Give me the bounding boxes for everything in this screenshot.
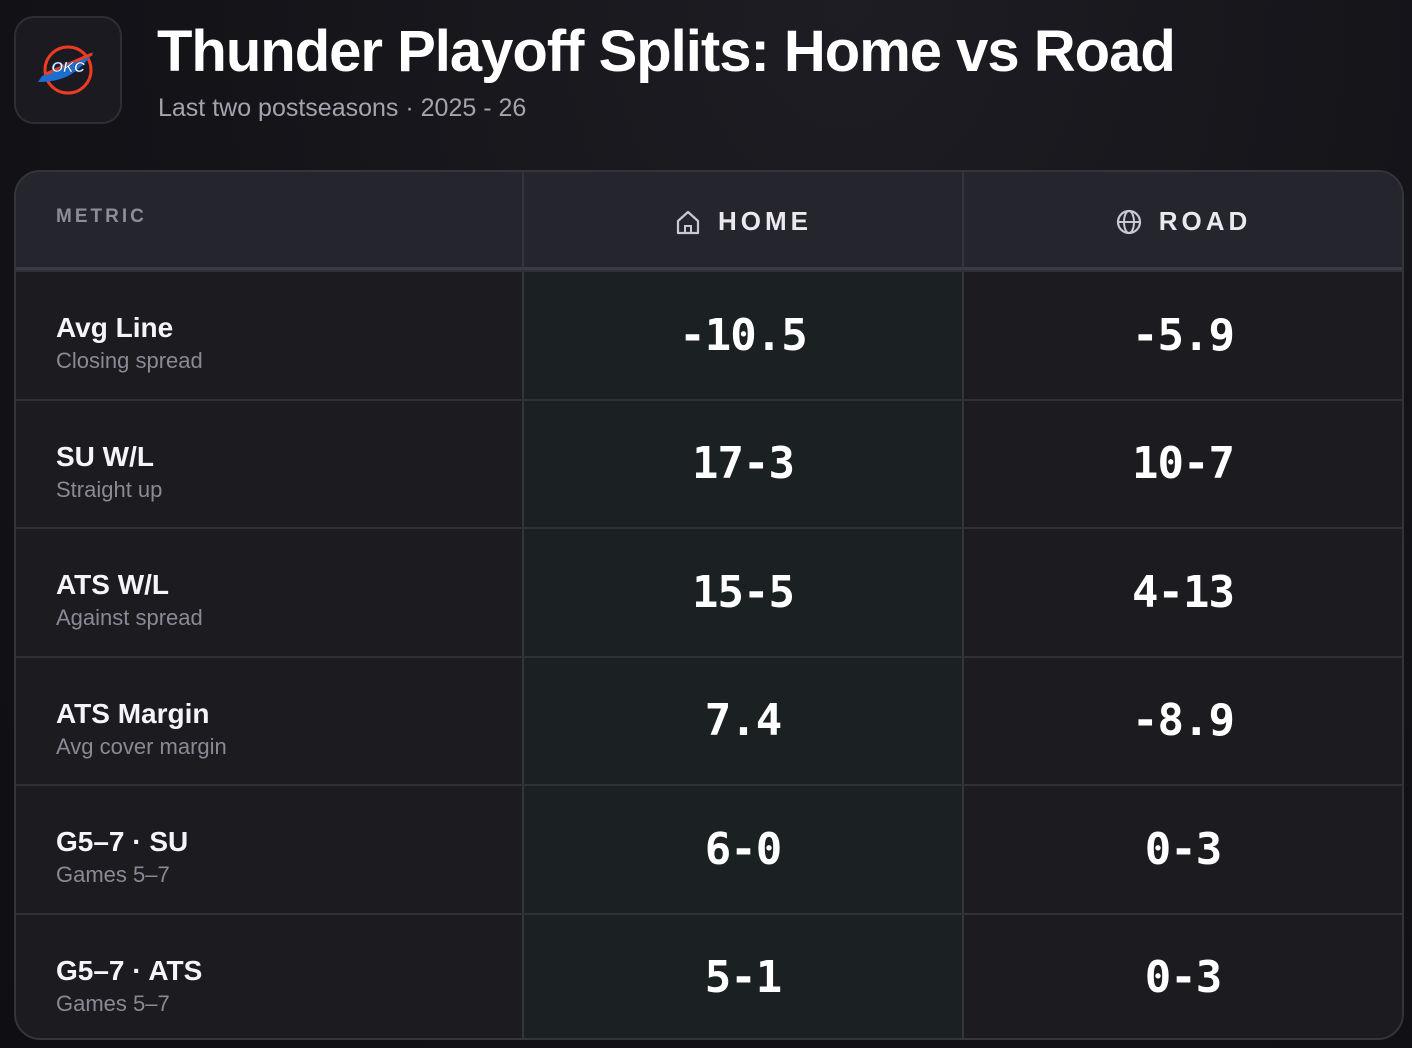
home-cell: 5-1 bbox=[524, 914, 964, 1038]
home-value: 17-3 bbox=[692, 438, 795, 490]
okc-thunder-logo-icon: OKC bbox=[38, 45, 94, 95]
metric-name: ATS W/L bbox=[56, 569, 170, 600]
home-value: -10.5 bbox=[679, 309, 807, 361]
metric-name: Avg Line bbox=[56, 312, 174, 343]
header-home-label: HOME bbox=[718, 206, 812, 236]
home-value: 15-5 bbox=[692, 566, 795, 618]
metric-cell: SU W/L Straight up bbox=[16, 400, 524, 527]
metric-cell: G5–7 · ATS Games 5–7 bbox=[16, 914, 524, 1038]
logo-text: OKC bbox=[51, 59, 86, 76]
table-row: G5–7 · ATS Games 5–7 5-1 0-3 bbox=[16, 912, 1402, 1039]
table-header-row: METRIC HOME bbox=[16, 172, 1402, 270]
metric-cell: ATS W/L Against spread bbox=[16, 529, 524, 656]
team-logo: OKC bbox=[14, 16, 122, 124]
road-cell: 10-7 bbox=[964, 401, 1402, 528]
header-metric-label: METRIC bbox=[56, 206, 147, 227]
page-subtitle: Last two postseasons · 2025 - 26 bbox=[158, 94, 527, 122]
header-home: HOME bbox=[524, 172, 964, 267]
home-cell: 6-0 bbox=[524, 786, 964, 913]
road-value: 0-3 bbox=[1144, 823, 1222, 875]
metric-name: G5–7 · SU bbox=[56, 826, 189, 857]
table-row: ATS W/L Against spread 15-5 4-13 bbox=[16, 527, 1402, 656]
road-value: 0-3 bbox=[1144, 952, 1222, 1004]
globe-icon bbox=[1115, 208, 1143, 236]
road-cell: 4-13 bbox=[964, 529, 1402, 656]
metric-cell: ATS Margin Avg cover margin bbox=[16, 657, 524, 784]
metric-description: Avg cover margin bbox=[56, 733, 227, 759]
road-cell: 0-3 bbox=[964, 915, 1402, 1039]
road-value: 10-7 bbox=[1132, 438, 1235, 490]
metric-description: Closing spread bbox=[56, 348, 203, 373]
page-title: Thunder Playoff Splits: Home vs Road bbox=[157, 19, 1176, 84]
page-header: OKC Thunder Playoff Splits: Home vs Road… bbox=[14, 16, 1398, 128]
table-row: SU W/L Straight up 17-3 10-7 bbox=[16, 398, 1402, 528]
metric-description: Games 5–7 bbox=[56, 990, 170, 1016]
road-value: -8.9 bbox=[1132, 695, 1235, 747]
home-value: 7.4 bbox=[704, 695, 782, 747]
header-metric: METRIC bbox=[16, 172, 524, 267]
table-row: G5–7 · SU Games 5–7 6-0 0-3 bbox=[16, 784, 1402, 913]
home-value: 5-1 bbox=[704, 952, 782, 1004]
road-cell: -5.9 bbox=[964, 272, 1402, 399]
metric-cell: G5–7 · SU Games 5–7 bbox=[16, 786, 524, 913]
home-value: 6-0 bbox=[704, 823, 782, 875]
road-cell: 0-3 bbox=[964, 786, 1402, 913]
metric-description: Straight up bbox=[56, 476, 163, 502]
home-cell: 7.4 bbox=[524, 657, 964, 784]
table-row: Avg Line Closing spread -10.5 -5.9 bbox=[16, 270, 1402, 399]
metric-description: Against spread bbox=[56, 605, 203, 630]
metric-name: ATS Margin bbox=[56, 697, 210, 729]
home-icon bbox=[674, 208, 702, 236]
splits-table: METRIC HOME bbox=[14, 170, 1404, 1040]
metric-name: SU W/L bbox=[56, 440, 154, 472]
home-cell: -10.5 bbox=[524, 272, 964, 399]
metric-cell: Avg Line Closing spread bbox=[16, 272, 524, 399]
table-row: ATS Margin Avg cover margin 7.4 -8.9 bbox=[16, 655, 1402, 785]
header-road-label: ROAD bbox=[1158, 206, 1252, 236]
home-cell: 15-5 bbox=[524, 529, 964, 656]
metric-name: G5–7 · ATS bbox=[56, 954, 203, 986]
road-cell: -8.9 bbox=[964, 658, 1402, 785]
home-cell: 17-3 bbox=[524, 400, 964, 527]
metric-description: Games 5–7 bbox=[56, 862, 170, 887]
road-value: -5.9 bbox=[1132, 309, 1235, 361]
road-value: 4-13 bbox=[1132, 566, 1235, 618]
header-road: ROAD bbox=[964, 172, 1402, 267]
